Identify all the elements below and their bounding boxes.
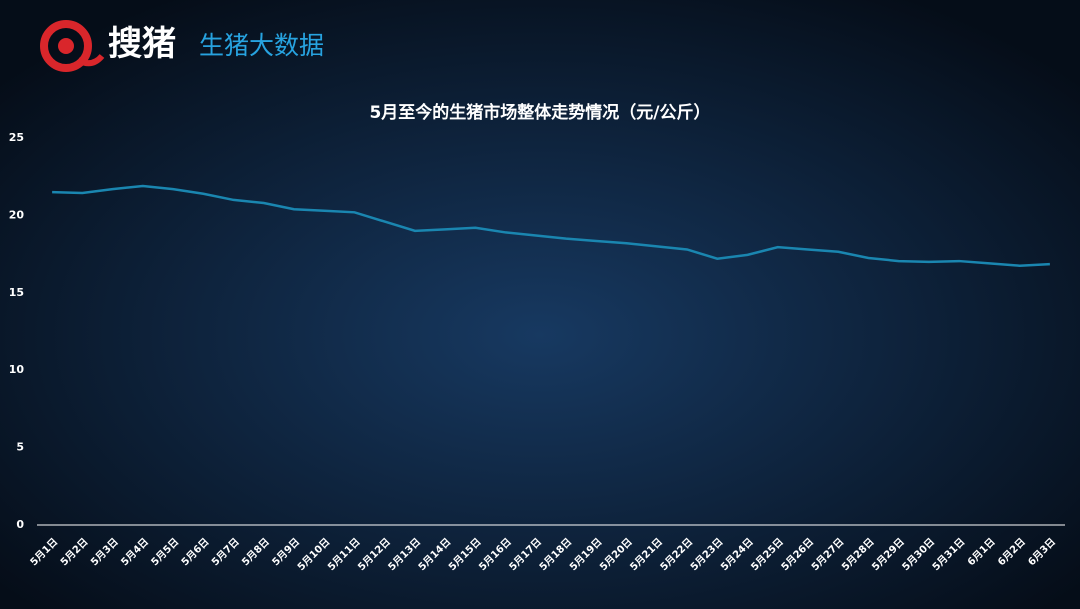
- y-tick-label: 20: [9, 208, 25, 221]
- y-tick-label: 15: [9, 286, 24, 299]
- y-tick-label: 25: [9, 131, 24, 144]
- y-tick-label: 10: [9, 363, 25, 376]
- logo-icon: [40, 20, 105, 72]
- subtitle: 生猪大数据: [199, 31, 324, 60]
- brand: 搜猪: [108, 24, 176, 64]
- line: [52, 184, 1050, 267]
- chart-title: 5月至今的生猪市场整体走势情况（元/公斤）: [369, 102, 710, 123]
- y-tick-label: 5: [16, 441, 24, 454]
- y-tick-label: 0: [16, 518, 24, 531]
